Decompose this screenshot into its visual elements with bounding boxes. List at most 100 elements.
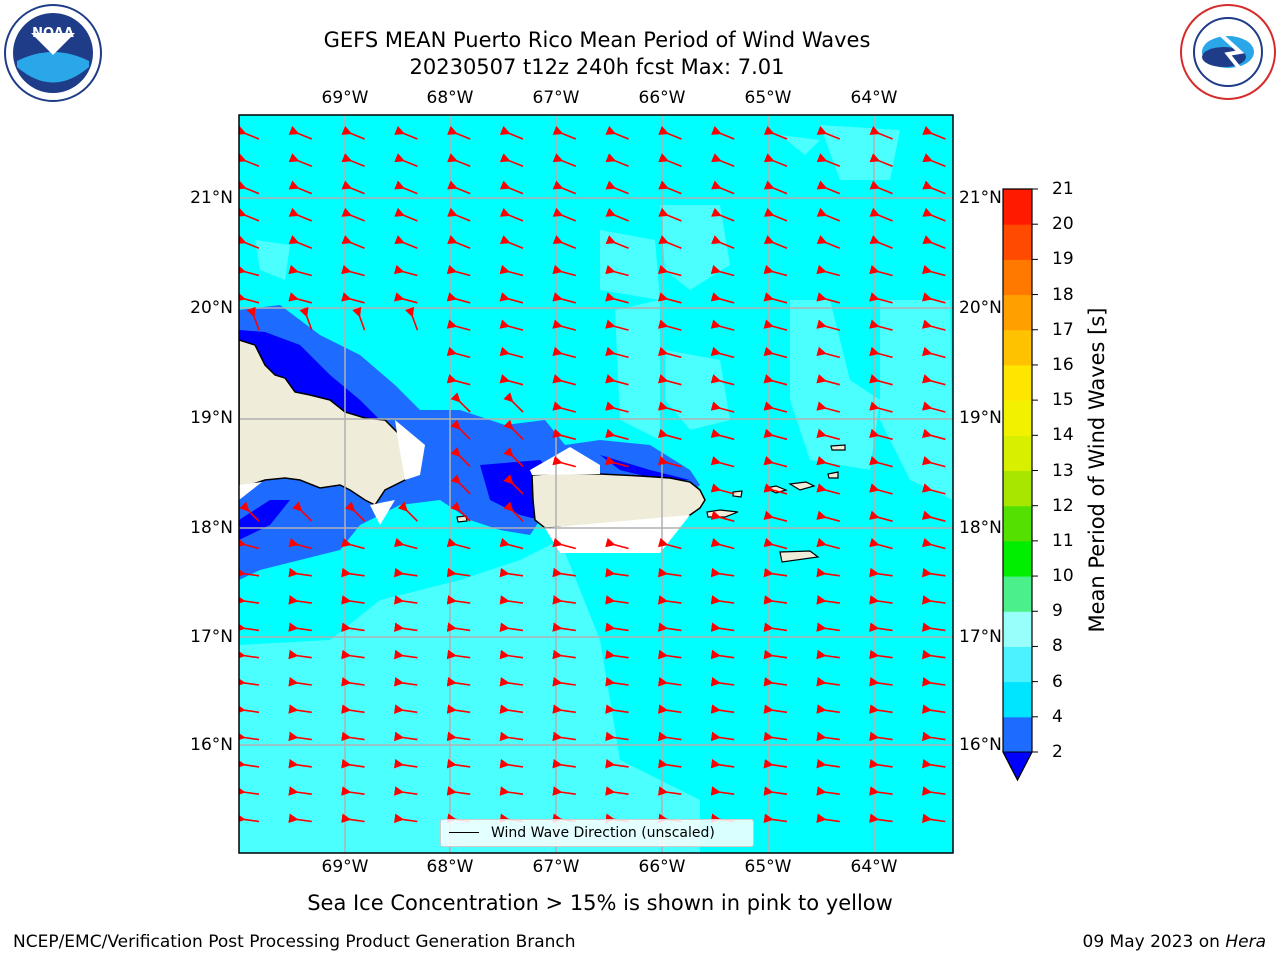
wind-wave-arrow — [239, 567, 260, 578]
colorbar-segment — [1003, 224, 1032, 260]
wind-wave-arrow — [921, 401, 946, 413]
wind-wave-arrow — [658, 207, 682, 222]
wind-wave-arrow — [816, 153, 841, 168]
wind-wave-arrow — [450, 446, 471, 468]
wind-wave-arrow — [869, 731, 893, 742]
wind-wave-arrow — [499, 595, 524, 605]
wind-wave-arrow — [288, 731, 312, 742]
wind-wave-arrow — [921, 595, 946, 605]
wind-wave-arrow — [552, 428, 577, 441]
lat-label-right: 16°N — [959, 735, 1002, 755]
wind-wave-arrow — [552, 758, 576, 769]
footer-date-text: 09 May 2023 on — [1082, 932, 1220, 952]
wind-wave-arrow — [605, 731, 629, 742]
wind-wave-arrow — [710, 649, 735, 660]
wind-wave-arrow — [657, 677, 682, 687]
wind-wave-arrow — [816, 622, 840, 632]
wind-wave-arrow — [711, 207, 735, 222]
wind-wave-arrow — [763, 483, 788, 495]
colorbar-tick-label: 17 — [1052, 319, 1074, 340]
wind-wave-arrow — [869, 374, 893, 386]
wind-wave-arrow — [499, 677, 524, 687]
wind-wave-arrow — [605, 537, 629, 550]
lat-label-left: 17°N — [190, 627, 233, 647]
wind-wave-arrow — [288, 153, 313, 168]
wind-wave-arrow — [763, 813, 788, 824]
wind-wave-arrow — [446, 567, 471, 578]
wind-wave-arrow — [710, 510, 735, 522]
colorbar — [1002, 188, 1038, 782]
footer-host: Hera — [1225, 932, 1266, 952]
lat-label-left: 16°N — [190, 735, 233, 755]
wind-wave-arrow — [922, 235, 946, 249]
wind-wave-arrow — [446, 264, 471, 277]
colorbar-tick-label: 15 — [1052, 390, 1074, 411]
wind-wave-arrow — [292, 501, 313, 522]
wind-wave-arrow — [552, 374, 577, 386]
colorbar-extend-min — [1002, 751, 1033, 782]
wind-wave-arrow — [239, 622, 260, 632]
wind-wave-arrow — [763, 677, 788, 687]
wind-wave-arrow — [499, 153, 524, 168]
wind-wave-arrow — [763, 595, 788, 605]
wind-wave-arrow — [816, 510, 841, 522]
wind-wave-arrow — [552, 207, 577, 222]
lon-label-bottom: 66°W — [638, 857, 686, 877]
lon-label-top: 69°W — [321, 88, 369, 108]
wind-wave-arrow — [503, 501, 524, 522]
wind-wave-arrow — [710, 292, 735, 304]
wind-wave-arrow — [816, 235, 841, 249]
wind-wave-arrow — [921, 428, 946, 441]
wind-wave-arrow — [499, 622, 524, 632]
lat-label-left: 20°N — [190, 298, 233, 318]
wind-wave-arrow — [816, 264, 841, 277]
wind-wave-arrow — [393, 731, 418, 742]
colorbar-tick-label: 18 — [1052, 284, 1074, 305]
wind-wave-arrow — [552, 319, 577, 331]
wind-wave-arrow — [499, 346, 524, 359]
wind-wave-arrow — [341, 704, 365, 714]
wind-wave-arrow — [922, 207, 946, 222]
colorbar-tick-label: 4 — [1052, 706, 1063, 727]
wind-wave-arrow — [503, 419, 524, 440]
wind-wave-arrow — [393, 567, 418, 578]
colorbar-segment — [1003, 540, 1032, 577]
nws-logo — [1178, 2, 1278, 106]
wind-wave-arrow — [446, 319, 471, 331]
wind-wave-arrow — [239, 813, 260, 824]
wind-wave-arrow — [341, 235, 365, 249]
colorbar-segment — [1003, 364, 1032, 401]
wind-wave-arrow — [552, 292, 577, 304]
colorbar-segment — [1003, 505, 1032, 542]
wind-wave-arrow — [446, 292, 471, 304]
wind-wave-arrow — [658, 235, 682, 249]
wind-wave-arrow — [446, 595, 471, 605]
wind-wave-arrow — [341, 731, 365, 742]
wind-wave-arrow — [763, 346, 788, 359]
colorbar-tick-label: 13 — [1052, 460, 1074, 481]
wind-wave-arrow — [816, 758, 840, 769]
wind-wave-arrow — [605, 456, 629, 468]
wind-wave-arrow — [763, 510, 788, 522]
wind-wave-arrow — [552, 537, 577, 550]
wind-wave-arrow — [657, 595, 682, 605]
wind-wave-arrow — [921, 677, 946, 687]
wind-wave-arrow — [816, 346, 841, 359]
colorbar-label: Mean Period of Wind Waves [s] — [1085, 307, 1109, 633]
masked-coastal-region — [239, 420, 690, 553]
wind-wave-arrow — [869, 677, 893, 687]
wind-wave-arrow — [816, 374, 841, 386]
wind-wave-arrow — [446, 622, 471, 632]
lon-label-bottom: 68°W — [426, 857, 474, 877]
wind-wave-arrow — [869, 595, 893, 605]
wind-wave-arrow — [710, 428, 735, 441]
wind-wave-arrow — [657, 786, 682, 796]
wind-wave-arrow — [658, 125, 682, 140]
wind-wave-arrow — [869, 319, 893, 331]
wind-wave-arrow — [869, 567, 893, 578]
lat-label-right: 17°N — [959, 627, 1002, 647]
wind-wave-arrow — [341, 813, 365, 824]
wind-wave-arrow — [816, 786, 840, 796]
wind-wave-arrow — [552, 567, 576, 578]
